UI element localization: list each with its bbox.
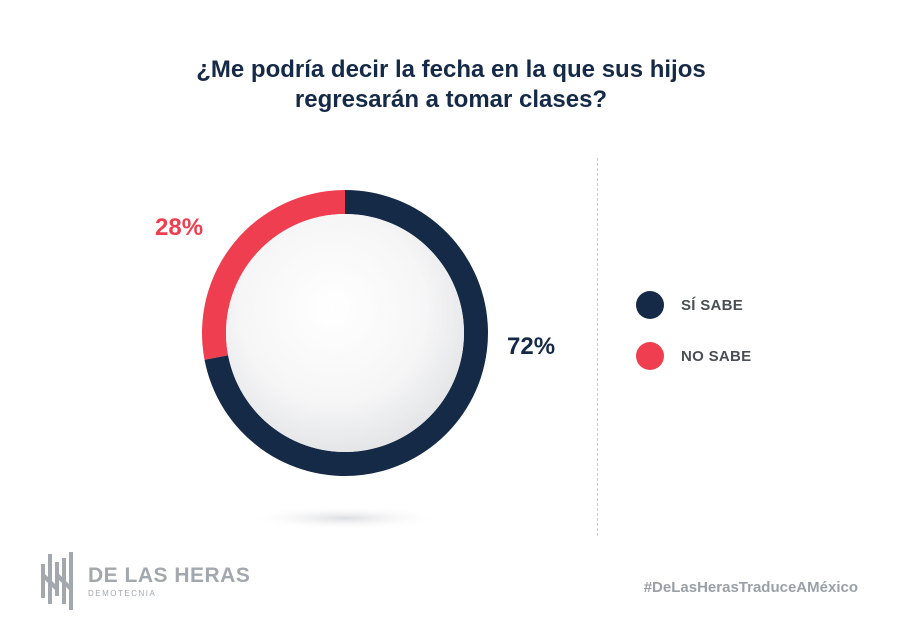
divider: [597, 158, 598, 536]
brand-name: DE LAS HERAS: [88, 563, 251, 587]
brand-text: DE LAS HERAS DEMOTECNIA: [88, 563, 251, 598]
legend-label-si-sabe: SÍ SABE: [681, 296, 744, 314]
chart-title: ¿Me podría decir la fecha en la que sus …: [0, 55, 902, 115]
legend-item-no-sabe: NO SABE: [636, 341, 751, 371]
data-label-si-sabe: 72%: [507, 333, 556, 360]
donut-slice-no-sabe: [202, 190, 345, 360]
legend-swatch-si-sabe: [636, 291, 664, 319]
brand-subtitle: DEMOTECNIA: [88, 588, 157, 598]
brand-mark-icon: [41, 552, 73, 610]
legend-item-si-sabe: SÍ SABE: [636, 290, 743, 320]
chart-shadow: [245, 506, 445, 530]
chart-title-line-2: regresarán a tomar clases?: [294, 86, 608, 113]
donut-inner: [226, 214, 464, 452]
data-label-no-sabe: 28%: [155, 214, 204, 241]
chart-title-line-1: ¿Me podría decir la fecha en la que sus …: [196, 56, 706, 83]
hashtag: #DeLasHerasTraduceAMéxico: [643, 579, 858, 596]
legend-swatch-no-sabe: [636, 342, 664, 370]
legend-label-no-sabe: NO SABE: [681, 347, 752, 365]
brand-logo: DE LAS HERAS DEMOTECNIA: [40, 550, 250, 612]
